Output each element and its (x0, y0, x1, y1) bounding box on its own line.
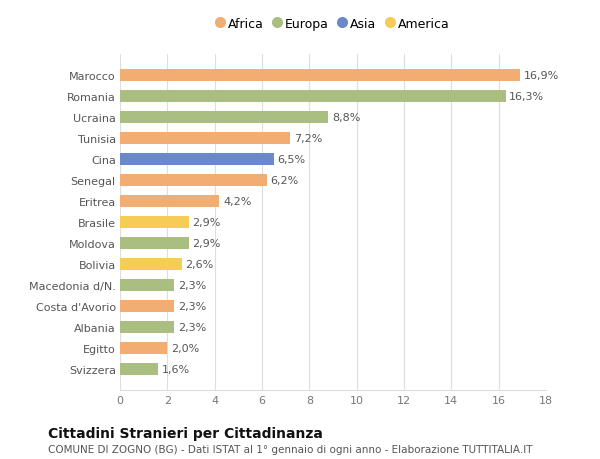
Bar (120, 91, 506, 103)
Text: 7,2%: 7,2% (294, 134, 322, 144)
Bar (120, 259, 182, 270)
Legend: Africa, Europa, Asia, America: Africa, Europa, Asia, America (217, 18, 449, 31)
Text: 16,3%: 16,3% (509, 92, 544, 102)
Text: 2,9%: 2,9% (192, 218, 221, 228)
Bar (120, 70, 520, 82)
Text: 8,8%: 8,8% (332, 113, 360, 123)
Bar (120, 238, 188, 249)
Text: 4,2%: 4,2% (223, 197, 251, 207)
Bar (120, 217, 188, 229)
Bar (120, 301, 175, 312)
Text: 6,2%: 6,2% (270, 176, 299, 186)
Bar (120, 196, 220, 207)
Bar (120, 112, 328, 123)
Text: 2,0%: 2,0% (171, 343, 199, 353)
Bar (120, 175, 267, 186)
Bar (120, 133, 290, 145)
Text: 16,9%: 16,9% (524, 71, 559, 81)
Text: COMUNE DI ZOGNO (BG) - Dati ISTAT al 1° gennaio di ogni anno - Elaborazione TUTT: COMUNE DI ZOGNO (BG) - Dati ISTAT al 1° … (48, 444, 533, 454)
Text: 1,6%: 1,6% (161, 364, 190, 374)
Bar (120, 280, 175, 291)
Text: 6,5%: 6,5% (277, 155, 305, 165)
Text: 2,3%: 2,3% (178, 302, 206, 311)
Bar (120, 154, 274, 166)
Bar (120, 364, 158, 375)
Text: Cittadini Stranieri per Cittadinanza: Cittadini Stranieri per Cittadinanza (48, 426, 323, 440)
Bar (120, 342, 167, 354)
Text: 2,6%: 2,6% (185, 259, 214, 269)
Bar (120, 322, 175, 333)
Text: 2,9%: 2,9% (192, 239, 221, 248)
Text: 2,3%: 2,3% (178, 322, 206, 332)
Text: 2,3%: 2,3% (178, 280, 206, 291)
